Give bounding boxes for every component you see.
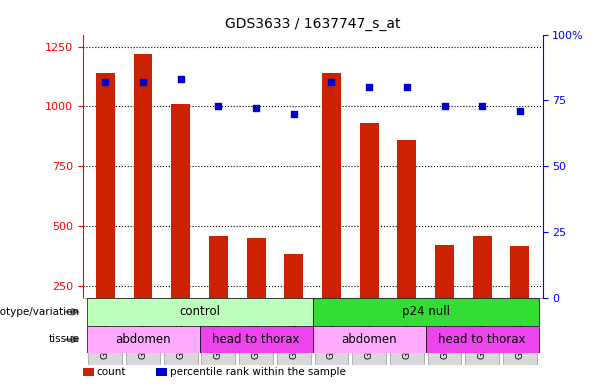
FancyBboxPatch shape — [164, 298, 198, 365]
Bar — [246, 238, 265, 346]
Bar — [171, 104, 190, 346]
FancyBboxPatch shape — [503, 298, 537, 365]
Text: genotype/variation: genotype/variation — [0, 307, 80, 317]
Text: count: count — [96, 367, 126, 377]
FancyBboxPatch shape — [314, 298, 348, 365]
Bar — [322, 73, 341, 346]
Text: GSM277411: GSM277411 — [214, 304, 223, 359]
Point — [213, 103, 223, 109]
FancyBboxPatch shape — [425, 326, 539, 353]
Text: GSM277419: GSM277419 — [516, 304, 524, 359]
Text: head to thorax: head to thorax — [438, 333, 526, 346]
Point — [515, 108, 525, 114]
FancyBboxPatch shape — [88, 298, 123, 365]
FancyBboxPatch shape — [428, 298, 462, 365]
Text: head to thorax: head to thorax — [212, 333, 300, 346]
Bar — [360, 123, 379, 346]
Point — [478, 103, 487, 109]
FancyBboxPatch shape — [239, 298, 273, 365]
FancyBboxPatch shape — [86, 326, 200, 353]
FancyBboxPatch shape — [277, 298, 311, 365]
Text: GSM277416: GSM277416 — [402, 304, 411, 359]
Bar — [96, 73, 115, 346]
Text: GSM277417: GSM277417 — [440, 304, 449, 359]
Point — [289, 111, 299, 117]
Point — [101, 79, 110, 85]
FancyBboxPatch shape — [202, 298, 235, 365]
Bar — [284, 254, 303, 346]
Bar — [209, 236, 228, 346]
Text: percentile rank within the sample: percentile rank within the sample — [170, 367, 346, 377]
Point — [402, 84, 412, 90]
Bar — [435, 245, 454, 346]
Text: GSM277410: GSM277410 — [176, 304, 185, 359]
Text: GSM277418: GSM277418 — [478, 304, 487, 359]
FancyBboxPatch shape — [126, 298, 160, 365]
Text: GSM277412: GSM277412 — [251, 304, 261, 359]
Text: tissue: tissue — [48, 334, 80, 344]
Text: GSM277409: GSM277409 — [139, 304, 148, 359]
Bar — [397, 140, 416, 346]
Text: control: control — [179, 305, 220, 318]
Text: abdomen: abdomen — [115, 333, 171, 346]
Point — [364, 84, 374, 90]
Text: p24 null: p24 null — [402, 305, 450, 318]
FancyBboxPatch shape — [352, 298, 386, 365]
Point — [138, 79, 148, 85]
Point — [327, 79, 337, 85]
Bar — [134, 54, 153, 346]
Title: GDS3633 / 1637747_s_at: GDS3633 / 1637747_s_at — [225, 17, 400, 31]
FancyBboxPatch shape — [86, 298, 313, 326]
FancyBboxPatch shape — [465, 298, 499, 365]
FancyBboxPatch shape — [313, 298, 539, 326]
Point — [176, 76, 186, 83]
Bar — [473, 236, 492, 346]
Text: GSM277414: GSM277414 — [327, 304, 336, 359]
Bar — [511, 247, 529, 346]
Text: abdomen: abdomen — [341, 333, 397, 346]
FancyBboxPatch shape — [390, 298, 424, 365]
Text: GSM277415: GSM277415 — [365, 304, 374, 359]
Point — [440, 103, 449, 109]
Point — [251, 105, 261, 111]
FancyBboxPatch shape — [200, 326, 313, 353]
FancyBboxPatch shape — [313, 326, 425, 353]
Text: GSM277413: GSM277413 — [289, 304, 299, 359]
Text: GSM277408: GSM277408 — [101, 304, 110, 359]
